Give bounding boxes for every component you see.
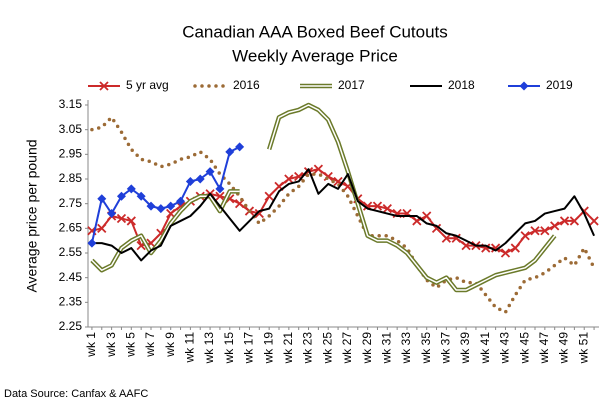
series-line bbox=[91, 168, 595, 262]
x-tick-label: wk 45 bbox=[517, 332, 531, 365]
point-marker bbox=[166, 208, 176, 219]
y-tick-label: 2.35 bbox=[59, 295, 83, 309]
point-marker bbox=[116, 191, 126, 201]
point-marker bbox=[205, 167, 215, 177]
x-tick-label: wk 3 bbox=[104, 332, 118, 358]
series-line-inner bbox=[91, 104, 556, 291]
point-marker bbox=[185, 176, 195, 186]
x-tick-label: wk 1 bbox=[84, 332, 98, 358]
y-tick-label: 2.85 bbox=[59, 171, 83, 185]
point-marker bbox=[530, 226, 540, 236]
point-marker bbox=[235, 142, 245, 152]
y-tick-label: 2.65 bbox=[59, 221, 83, 235]
x-tick-label: wk 27 bbox=[340, 332, 354, 365]
y-tick-label: 3.05 bbox=[59, 122, 83, 136]
point-marker bbox=[382, 203, 392, 214]
legend-label: 2019 bbox=[546, 78, 573, 92]
x-tick-label: wk 15 bbox=[222, 332, 236, 365]
x-tick-label: wk 47 bbox=[537, 332, 551, 365]
point-marker bbox=[500, 248, 511, 258]
point-marker bbox=[589, 216, 599, 226]
point-marker bbox=[550, 221, 560, 231]
x-tick-label: wk 13 bbox=[202, 332, 216, 365]
chart-title: Canadian AAA Boxed Beef Cutouts bbox=[182, 22, 448, 41]
point-marker bbox=[490, 243, 501, 253]
x-tick-label: wk 37 bbox=[439, 332, 453, 365]
point-marker bbox=[116, 213, 127, 224]
x-tick-label: wk 21 bbox=[281, 332, 295, 365]
y-tick-label: 2.75 bbox=[59, 196, 83, 210]
point-marker bbox=[156, 204, 166, 214]
point-marker bbox=[441, 233, 452, 243]
y-tick-label: 2.45 bbox=[59, 270, 83, 284]
y-tick-label: 2.25 bbox=[59, 319, 83, 333]
point-marker bbox=[422, 211, 432, 221]
x-tick-label: wk 19 bbox=[261, 332, 275, 365]
point-marker bbox=[215, 184, 225, 194]
point-marker bbox=[97, 223, 107, 233]
point-marker bbox=[264, 191, 274, 201]
x-tick-label: wk 17 bbox=[242, 332, 256, 365]
point-marker bbox=[569, 216, 580, 226]
point-marker bbox=[313, 164, 324, 174]
point-marker bbox=[87, 238, 97, 248]
series-line bbox=[90, 115, 596, 314]
point-marker bbox=[136, 191, 146, 201]
x-tick-label: wk 7 bbox=[143, 332, 157, 358]
legend-label: 5 yr avg bbox=[126, 78, 169, 92]
x-tick-label: wk 23 bbox=[301, 332, 315, 365]
point-marker bbox=[225, 147, 235, 157]
point-marker bbox=[126, 184, 136, 194]
y-tick-label: 2.95 bbox=[59, 147, 83, 161]
point-marker bbox=[559, 216, 570, 226]
point-marker bbox=[126, 216, 136, 226]
source-note: Data Source: Canfax & AAFC bbox=[4, 388, 148, 400]
legend-marker bbox=[99, 81, 109, 91]
point-marker bbox=[107, 209, 117, 219]
x-tick-label: wk 51 bbox=[576, 332, 590, 365]
point-marker bbox=[215, 191, 225, 201]
point-marker bbox=[284, 174, 294, 184]
series-line bbox=[90, 146, 241, 244]
legend-label: 2018 bbox=[448, 78, 475, 92]
x-tick-label: wk 29 bbox=[360, 332, 374, 365]
x-tick-label: wk 49 bbox=[557, 332, 571, 365]
x-tick-label: wk 31 bbox=[379, 332, 393, 365]
point-marker bbox=[146, 201, 156, 211]
x-tick-label: wk 11 bbox=[183, 332, 197, 364]
legend-label: 2017 bbox=[338, 78, 365, 92]
point-marker bbox=[520, 231, 530, 241]
x-tick-label: wk 43 bbox=[498, 332, 512, 365]
point-marker bbox=[540, 226, 550, 236]
y-tick-label: 2.55 bbox=[59, 245, 83, 259]
x-tick-label: wk 41 bbox=[478, 332, 492, 365]
point-marker bbox=[176, 196, 186, 206]
series-line bbox=[91, 168, 595, 254]
y-axis-label: Average price per pound bbox=[24, 139, 40, 292]
x-tick-label: wk 33 bbox=[399, 332, 413, 365]
x-tick-label: wk 5 bbox=[123, 332, 137, 358]
point-marker bbox=[372, 201, 383, 211]
x-tick-label: wk 39 bbox=[458, 332, 472, 365]
chart-subtitle: Weekly Average Price bbox=[232, 46, 398, 65]
y-tick-label: 3.15 bbox=[59, 97, 83, 111]
legend-marker bbox=[519, 81, 529, 91]
x-tick-label: wk 25 bbox=[320, 332, 334, 365]
point-marker bbox=[97, 194, 107, 204]
point-marker bbox=[195, 174, 205, 184]
point-marker bbox=[510, 243, 520, 253]
legend-label: 2016 bbox=[233, 78, 260, 92]
x-tick-label: wk 9 bbox=[163, 332, 177, 358]
x-tick-label: wk 35 bbox=[419, 332, 433, 365]
series-line bbox=[90, 102, 557, 293]
point-marker bbox=[166, 201, 176, 211]
